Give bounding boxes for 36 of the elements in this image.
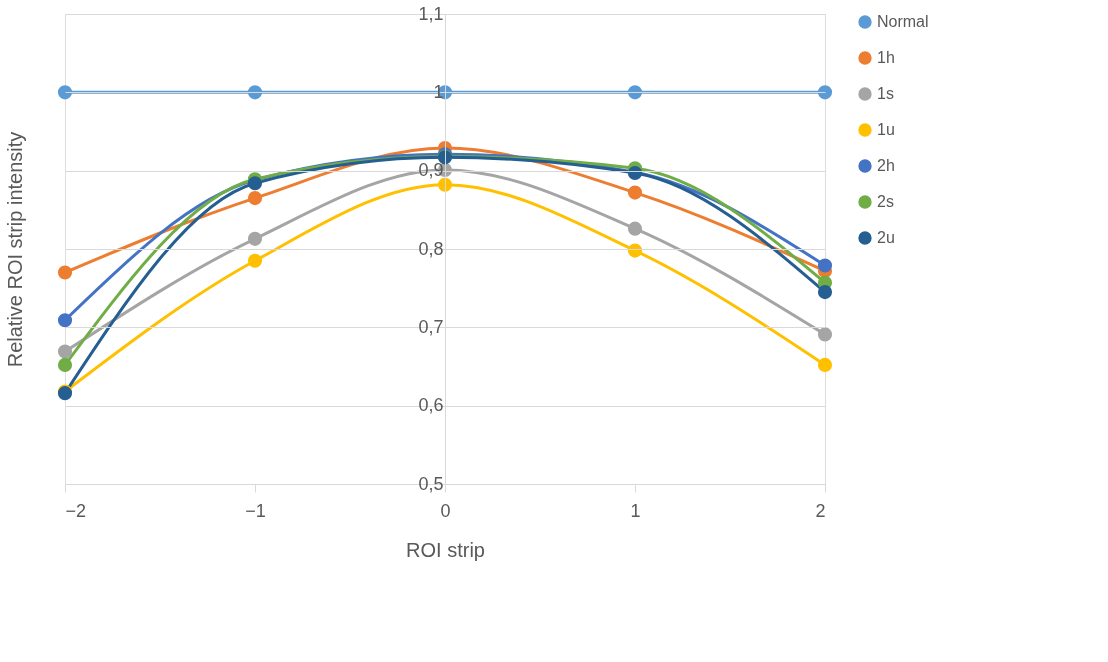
point [247, 253, 263, 268]
y-tick-label: 0,5 [418, 473, 444, 494]
x-tick-label: −2 [65, 500, 87, 521]
y-tick-label: 0,9 [418, 160, 444, 181]
y-tick-label: 0,7 [418, 316, 444, 337]
point [437, 177, 453, 192]
point [247, 191, 263, 206]
legend-label: 1s [877, 85, 894, 102]
point [57, 265, 73, 280]
point [57, 344, 73, 359]
legend-label: Normal [877, 13, 929, 30]
legend-label: 2u [877, 229, 895, 246]
legend-label: 2h [877, 157, 895, 174]
legend-label: 1u [877, 121, 895, 138]
x-tick-label: 1 [630, 500, 641, 521]
x-tick-label: 0 [440, 500, 451, 521]
point [817, 258, 833, 273]
legend-label: 1h [877, 49, 895, 66]
y-tick-label: 0,6 [418, 395, 444, 416]
point [627, 185, 643, 200]
point [57, 85, 73, 100]
x-tick-label: 2 [815, 500, 826, 521]
point [247, 231, 263, 246]
x-axis-title: ROI strip [406, 538, 485, 561]
point [817, 285, 833, 300]
point [57, 357, 73, 372]
x-tick-label: −1 [245, 500, 266, 521]
legend-label: 2s [877, 193, 894, 210]
point [627, 221, 643, 236]
point [817, 357, 833, 372]
point [57, 313, 73, 328]
point [817, 327, 833, 342]
point [817, 85, 833, 100]
y-tick-label: 1,1 [418, 3, 444, 24]
y-axis-title: Relative ROI strip intensity [3, 131, 26, 368]
y-tick-label: 0,8 [418, 238, 444, 259]
